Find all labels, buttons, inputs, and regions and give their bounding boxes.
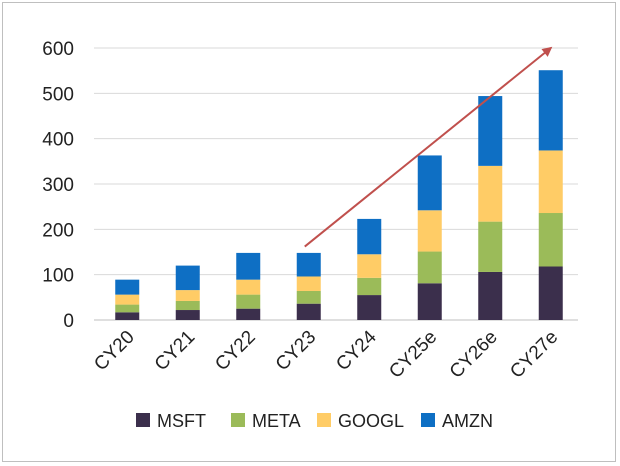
bar-msft-cy26e: [478, 271, 503, 320]
bar-msft-cy27e: [538, 266, 563, 320]
bar-meta-cy21: [175, 300, 200, 311]
bar-googl-cy26e: [478, 165, 503, 222]
x-tick-label: CY22: [211, 327, 259, 375]
bar-amzn-cy21: [175, 265, 200, 291]
bar-googl-cy23: [296, 276, 321, 291]
bar-amzn-cy20: [115, 279, 140, 295]
bar-googl-cy22: [236, 279, 261, 295]
y-tick-label: 500: [42, 84, 74, 105]
bar-msft-cy24: [357, 295, 382, 320]
bar-meta-cy23: [296, 290, 321, 304]
legend-label-amzn: AMZN: [442, 411, 493, 431]
legend-label-googl: GOOGL: [338, 411, 404, 431]
trend-arrow: [304, 46, 553, 248]
bar-msft-cy25e: [417, 283, 442, 320]
bar-googl-cy25e: [417, 210, 442, 252]
bar-amzn-cy23: [296, 252, 321, 277]
bar-googl-cy24: [357, 254, 382, 278]
bar-googl-cy27e: [538, 150, 563, 214]
y-tick-label: 300: [42, 175, 74, 196]
bar-amzn-cy27e: [538, 70, 563, 151]
bar-amzn-cy24: [357, 218, 382, 255]
bar-meta-cy26e: [478, 221, 503, 272]
gridlines: [94, 47, 578, 321]
legend: MSFT META GOOGL AMZN: [136, 411, 493, 431]
x-tick-label: CY24: [332, 326, 381, 375]
legend-swatch-msft: [136, 413, 150, 427]
bar-amzn-cy22: [236, 252, 261, 280]
legend-swatch-amzn: [421, 413, 435, 427]
x-tick-label: CY21: [151, 327, 199, 375]
bar-msft-cy23: [296, 303, 321, 320]
y-tick-label: 100: [42, 266, 74, 287]
x-tick-label: CY23: [272, 327, 320, 375]
bar-meta-cy27e: [538, 213, 563, 267]
legend-label-msft: MSFT: [157, 411, 206, 431]
bar-amzn-cy25e: [417, 155, 442, 211]
legend-label-meta: META: [252, 411, 301, 431]
y-tick-label: 200: [42, 220, 74, 241]
x-tick-label: CY26e: [446, 327, 502, 383]
bar-msft-cy21: [175, 310, 200, 320]
bar-meta-cy24: [357, 277, 382, 296]
bar-msft-cy20: [115, 312, 140, 320]
bar-meta-cy25e: [417, 251, 442, 284]
bar-meta-cy20: [115, 304, 140, 313]
bar-meta-cy22: [236, 294, 261, 309]
x-tick-label: CY25e: [385, 327, 441, 383]
bars: [115, 70, 563, 320]
bar-googl-cy21: [175, 290, 200, 301]
bar-amzn-cy26e: [478, 96, 503, 166]
y-axis-ticks: 0 100 200 300 400 500 600: [42, 39, 74, 332]
bar-googl-cy20: [115, 294, 140, 305]
bar-msft-cy22: [236, 308, 261, 320]
x-tick-label: CY20: [90, 327, 138, 375]
legend-swatch-meta: [231, 413, 245, 427]
x-tick-label: CY27e: [506, 327, 562, 383]
trend-arrow-annotation: [304, 46, 553, 248]
y-tick-label: 600: [42, 39, 74, 60]
y-tick-label: 400: [42, 130, 74, 151]
legend-swatch-googl: [317, 413, 331, 427]
x-axis-ticks: CY20 CY21 CY22 CY23 CY24 CY25e CY26e CY27e: [90, 326, 562, 382]
y-tick-label: 0: [63, 311, 74, 332]
